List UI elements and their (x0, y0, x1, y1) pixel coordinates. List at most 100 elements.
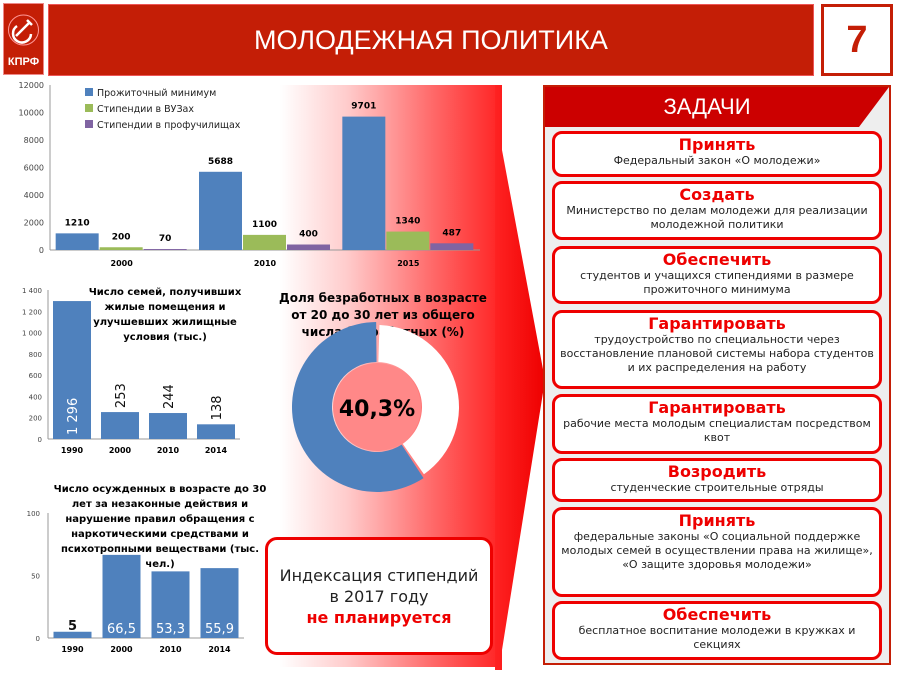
task-verb: Обеспечить (662, 250, 772, 269)
task-item: Гарантировать трудоустройство по специаль… (552, 310, 882, 389)
pie-slice (378, 325, 459, 475)
task-item: Гарантировать рабочие места молодым специ… (552, 394, 882, 454)
task-description: Федеральный закон «О молодежи» (613, 154, 821, 167)
data-label: 66,5 (107, 622, 136, 637)
data-label: 244 (162, 384, 177, 409)
bar (55, 233, 99, 250)
task-item: Принять Федеральный закон «О молодежи» (552, 131, 882, 177)
data-label: 5 (68, 619, 77, 634)
bar (342, 116, 386, 250)
y-tick-label: 50 (31, 573, 40, 581)
arrow-shape (495, 85, 545, 670)
task-description: трудоустройство по специальности через в… (560, 333, 874, 374)
chart-title: Число семей, получивших (89, 287, 242, 298)
y-tick-label: 100 (27, 510, 40, 518)
chart-title: чел.) (145, 559, 174, 570)
pie-center (333, 363, 421, 451)
bar (151, 571, 190, 638)
chart-title: Число осужденных в возрасте до 30 (54, 484, 267, 495)
x-tick-label: 2010 (157, 446, 180, 455)
bar (53, 301, 91, 439)
y-tick-label: 0 (36, 635, 40, 643)
y-tick-label: 4000 (24, 191, 44, 200)
indexation-line3: не планируется (306, 608, 452, 627)
bar (243, 234, 286, 250)
y-tick-label: 2000 (24, 219, 44, 228)
data-label: 253 (114, 383, 129, 408)
y-tick-label: 6000 (24, 164, 44, 173)
data-label: 9701 (351, 102, 376, 112)
task-verb: Обеспечить (662, 605, 772, 624)
y-tick-label: 0 (39, 246, 44, 255)
task-item: Обеспечить бесплатное воспитание молодежи… (552, 601, 882, 660)
task-description: рабочие места молодым специалистам посре… (563, 417, 871, 444)
task-description: Министерство по делам молодежи для реали… (566, 204, 868, 231)
data-label: 200 (112, 232, 131, 242)
x-tick-label: 2000 (109, 446, 132, 455)
x-tick-label: 2014 (205, 446, 228, 455)
bar (143, 249, 187, 250)
page-title: МОЛОДЕЖНАЯ ПОЛИТИКА (48, 4, 814, 76)
y-tick-label: 400 (29, 393, 42, 401)
legend-swatch (85, 88, 93, 96)
task-verb: Создать (679, 185, 755, 204)
hammer-sickle-icon (8, 14, 39, 46)
bar (287, 244, 330, 250)
y-tick-label: 1 000 (22, 330, 42, 338)
bar (430, 243, 474, 250)
chart-title: улучшевших жилищные (93, 317, 237, 328)
task-item: Обеспечить студентов и учащихся стипендия… (552, 246, 882, 304)
y-tick-label: 1 400 (22, 287, 42, 295)
bar (99, 247, 143, 250)
pie-slice (292, 322, 424, 492)
x-tick-label: 2000 (110, 645, 133, 654)
pie-label: 40,3% (339, 397, 415, 422)
task-description: студентов и учащихся стипендиями в разме… (580, 269, 854, 296)
legend-label: Стипендии в профучилищах (97, 120, 241, 131)
data-label: 1 296 (66, 398, 81, 435)
y-tick-label: 800 (29, 351, 42, 359)
data-label: 400 (299, 230, 318, 240)
chart-title: условия (тыс.) (123, 332, 207, 343)
data-label: 5688 (208, 157, 233, 167)
task-verb: Гарантировать (648, 398, 786, 417)
task-description: бесплатное воспитание молодежи в кружках… (578, 624, 856, 651)
data-label: 53,3 (156, 622, 185, 637)
task-item: Создать Министерство по делам молодежи дл… (552, 181, 882, 240)
bar (101, 412, 139, 439)
bar (102, 554, 141, 638)
x-tick-label: 2000 (111, 259, 134, 268)
task-verb: Гарантировать (648, 314, 786, 333)
kprf-logo: КПРФ (3, 3, 44, 75)
chart-title: жилые помещения и (105, 302, 226, 313)
data-label: 70 (159, 234, 172, 244)
legend-label: Стипендии в ВУЗах (97, 104, 194, 115)
chart-title: нарушение правил обращения с (65, 513, 254, 525)
bar (386, 231, 430, 250)
x-tick-label: 1990 (61, 446, 84, 455)
chart-title: от 20 до 30 лет из общего (291, 308, 474, 322)
bar (53, 631, 92, 638)
data-label: 487 (442, 228, 461, 238)
data-label: 1210 (65, 218, 90, 228)
tasks-panel: ЗАДАЧИ Принять Федеральный закон «О молод… (543, 85, 891, 665)
task-verb: Возродить (667, 462, 767, 481)
task-verb: Принять (678, 135, 756, 154)
task-description: федеральные законы «О социальной поддерж… (561, 530, 873, 571)
bar (199, 171, 242, 250)
y-tick-label: 8000 (24, 136, 44, 145)
x-tick-label: 1990 (61, 645, 84, 654)
chart-title: лет за незаконные действия и (72, 499, 248, 510)
task-item: Возродить студенческие строительные отряд… (552, 458, 882, 502)
data-label: 138 (210, 395, 225, 420)
chart-title: наркотическими средствами и (71, 529, 249, 540)
page-number: 7 (821, 4, 893, 76)
x-tick-label: 2014 (208, 645, 231, 654)
data-label: 1340 (395, 217, 420, 227)
indexation-line2: в 2017 году (329, 587, 429, 606)
data-label: 55,9 (205, 622, 234, 637)
logo-text: КПРФ (7, 56, 40, 68)
x-tick-label: 2010 (254, 259, 277, 268)
task-item: Принять федеральные законы «О социальной … (552, 507, 882, 597)
